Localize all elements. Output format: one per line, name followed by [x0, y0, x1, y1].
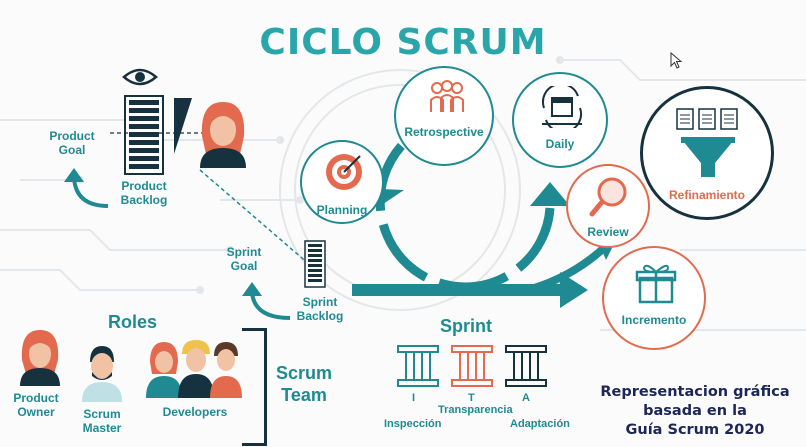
pillar-letter-a: A — [522, 392, 530, 404]
product-goal-label: Product Goal — [49, 129, 95, 157]
gift-icon — [635, 264, 677, 304]
developers-label: Developers — [162, 405, 228, 419]
target-icon — [326, 154, 362, 190]
pillar-transparencia-label: Transparencia — [438, 404, 513, 416]
review-label: Review — [587, 225, 629, 239]
review-circle: Review — [566, 164, 650, 248]
dashed-connector — [110, 132, 311, 266]
footer-caption: Representacion gráfica basada en la Guía S… — [600, 384, 790, 438]
pillars-icons — [397, 345, 547, 387]
scrum-team-bracket — [242, 328, 267, 446]
product-goal-arrow — [64, 168, 109, 208]
sprint-backlog-label: Sprint Backlog — [296, 295, 344, 323]
product-owner-avatar-top — [200, 102, 246, 168]
pillar-inspeccion-label: Inspección — [384, 418, 442, 430]
sprint-title: Sprint — [440, 316, 492, 336]
magnifier-icon — [589, 177, 627, 217]
retrospective-label: Retrospective — [404, 125, 484, 139]
flag-shape — [174, 98, 192, 154]
eye-icon — [122, 68, 158, 86]
product-owner-avatar — [20, 330, 60, 386]
pillar-adaptacion-label: Adaptación — [510, 418, 570, 430]
retrospective-circle: Retrospective — [394, 66, 494, 166]
calendar-cycle-icon — [541, 86, 583, 128]
page-title: CICLO SCRUM — [259, 22, 547, 63]
incremento-label: Incremento — [621, 313, 687, 327]
funnel-documents-icon — [676, 108, 738, 177]
team-people-icon — [430, 80, 464, 112]
daily-label: Daily — [545, 137, 575, 151]
roles-title: Roles — [108, 312, 158, 332]
product-backlog-icon — [124, 95, 164, 175]
mouse-cursor-icon — [670, 52, 683, 69]
scrum-team-label: Scrum Team — [276, 363, 333, 405]
sprint-goal-arrow — [242, 282, 291, 320]
scrum-master-label: Scrum Master — [82, 407, 122, 435]
daily-circle: Daily — [512, 72, 608, 168]
product-owner-label: Product Owner — [13, 391, 59, 419]
sprint-backlog-icon — [304, 240, 326, 288]
incremento-circle: Incremento — [602, 246, 706, 350]
product-backlog-label: Product Backlog — [120, 179, 168, 207]
scrum-master-avatar — [82, 346, 122, 402]
sprint-goal-label: Sprint Goal — [226, 245, 262, 273]
planning-label: Planning — [316, 203, 368, 217]
developers-avatars — [146, 340, 242, 398]
refinamiento-circle: Refinamiento — [640, 86, 774, 220]
pillar-letter-i: I — [412, 392, 416, 404]
refinamiento-label: Refinamiento — [668, 188, 745, 202]
pillar-letter-t: T — [468, 392, 475, 404]
planning-circle: Planning — [300, 140, 384, 224]
